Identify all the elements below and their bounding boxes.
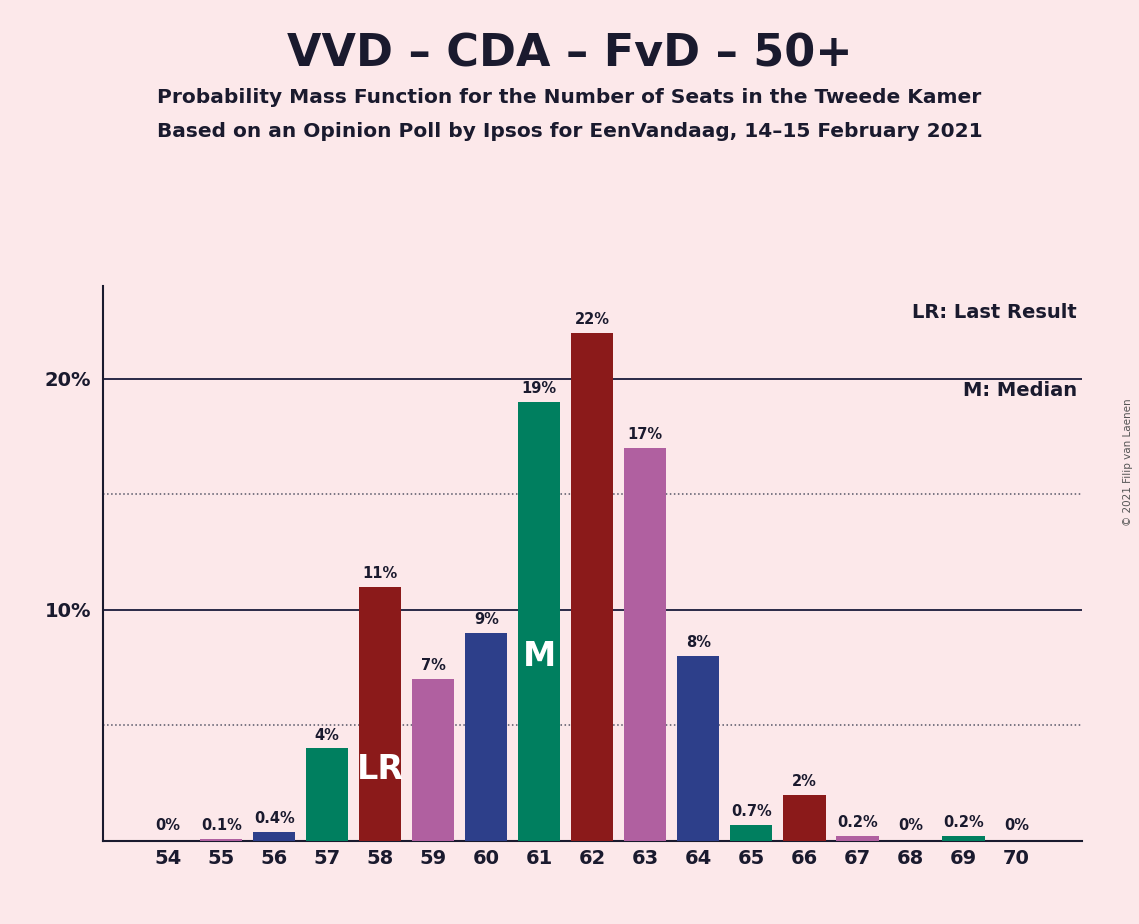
Text: 0.2%: 0.2% <box>837 816 878 831</box>
Text: 0%: 0% <box>1003 818 1029 833</box>
Bar <box>253 832 295 841</box>
Bar <box>942 836 984 841</box>
Bar <box>518 402 560 841</box>
Text: 17%: 17% <box>628 428 663 443</box>
Text: Probability Mass Function for the Number of Seats in the Tweede Kamer: Probability Mass Function for the Number… <box>157 88 982 107</box>
Text: 0%: 0% <box>156 818 181 833</box>
Text: 4%: 4% <box>314 728 339 743</box>
Text: LR: LR <box>357 753 404 786</box>
Bar <box>624 448 666 841</box>
Bar <box>784 795 826 841</box>
Text: LR: Last Result: LR: Last Result <box>912 303 1077 322</box>
Text: 19%: 19% <box>522 382 557 396</box>
Text: 0.4%: 0.4% <box>254 811 295 826</box>
Bar <box>465 633 508 841</box>
Bar <box>200 839 243 841</box>
Text: 9%: 9% <box>474 613 499 627</box>
Text: 11%: 11% <box>362 566 398 581</box>
Text: 2%: 2% <box>792 774 817 789</box>
Text: 0.2%: 0.2% <box>943 816 984 831</box>
Bar <box>836 836 878 841</box>
Text: M: Median: M: Median <box>964 381 1077 400</box>
Text: 8%: 8% <box>686 636 711 650</box>
Text: 0.7%: 0.7% <box>731 804 771 819</box>
Text: Based on an Opinion Poll by Ipsos for EenVandaag, 14–15 February 2021: Based on an Opinion Poll by Ipsos for Ee… <box>157 122 982 141</box>
Bar <box>306 748 349 841</box>
Text: 22%: 22% <box>575 312 609 327</box>
Text: M: M <box>523 640 556 673</box>
Text: 0%: 0% <box>898 818 923 833</box>
Text: 7%: 7% <box>420 659 445 674</box>
Text: © 2021 Filip van Laenen: © 2021 Filip van Laenen <box>1123 398 1133 526</box>
Bar <box>359 587 401 841</box>
Text: VVD – CDA – FvD – 50+: VVD – CDA – FvD – 50+ <box>287 32 852 76</box>
Bar <box>571 333 614 841</box>
Bar <box>730 824 772 841</box>
Bar <box>412 679 454 841</box>
Bar <box>677 656 720 841</box>
Text: 0.1%: 0.1% <box>200 818 241 833</box>
